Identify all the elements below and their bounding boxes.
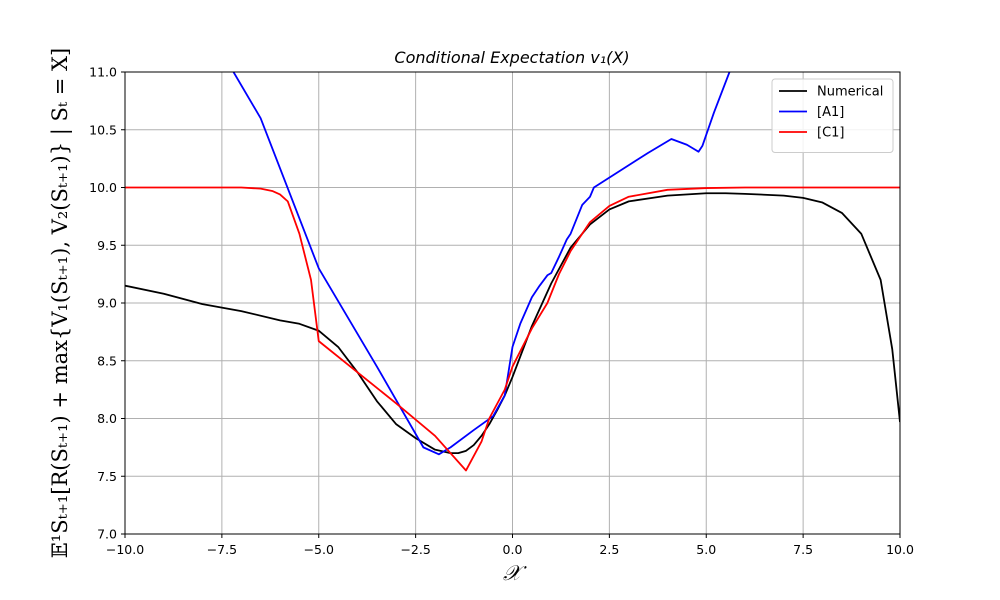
y-tick-label: 10.0 — [89, 180, 117, 195]
legend-box — [771, 78, 894, 153]
x-tick-label: 5.0 — [696, 542, 716, 557]
y-tick-label: 11.0 — [89, 65, 117, 80]
y-tick-label: 8.5 — [97, 353, 117, 368]
y-tick-label: 10.5 — [89, 122, 117, 137]
legend-label-c1: [C1] — [817, 126, 845, 141]
y-tick-label: 7.5 — [97, 469, 117, 484]
x-tick-label: −7.5 — [207, 542, 237, 557]
x-tick-label: −5.0 — [304, 542, 334, 557]
legend-label-a1: [A1] — [817, 105, 844, 120]
y-axis-label: 𝔼¹Sₜ₊₁[R(Sₜ₊₁) + max{V₁(Sₜ₊₁), V₂(Sₜ₊₁)}… — [48, 48, 73, 558]
axis-ticks: −10.0 −7.5 −5.0 −2.5 0.0 2.5 5.0 7.5 10.0 7.0 7.5 8… — [89, 65, 914, 558]
x-tick-label: −10.0 — [106, 542, 144, 557]
x-tick-label: −2.5 — [400, 542, 430, 557]
legend: Numerical [A1] [C1] — [771, 78, 894, 153]
x-tick-label: 0.0 — [503, 542, 523, 557]
y-tick-label: 8.0 — [97, 411, 117, 426]
x-tick-label: 7.5 — [793, 542, 813, 557]
x-tick-label: 10.0 — [886, 542, 914, 557]
y-tick-label: 7.0 — [97, 527, 117, 542]
y-tick-label: 9.0 — [97, 296, 117, 311]
plot-series — [125, 72, 900, 472]
series-line-c1 — [125, 186, 900, 472]
x-tick-label: 2.5 — [599, 542, 619, 557]
series-line-a1 — [232, 72, 731, 456]
legend-label-numerical: Numerical — [817, 85, 883, 100]
y-tick-label: 9.5 — [97, 238, 117, 253]
chart-title: Conditional Expectation v₁(X) — [394, 48, 629, 67]
